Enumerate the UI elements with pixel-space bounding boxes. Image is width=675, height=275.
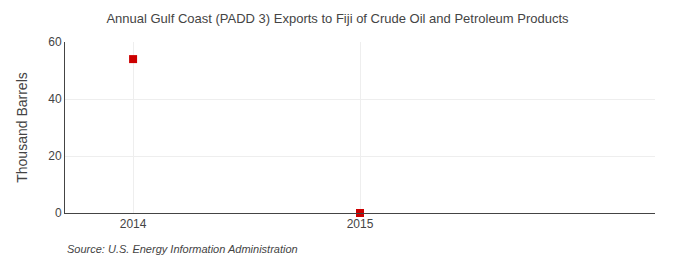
svg-text:2015: 2015 xyxy=(347,217,374,231)
svg-text:60: 60 xyxy=(48,35,62,49)
svg-text:Thousand Barrels: Thousand Barrels xyxy=(14,72,30,183)
svg-text:Annual Gulf Coast (PADD 3) Exp: Annual Gulf Coast (PADD 3) Exports to Fi… xyxy=(106,11,569,26)
svg-text:0: 0 xyxy=(55,206,62,220)
svg-text:20: 20 xyxy=(48,149,62,163)
svg-text:2014: 2014 xyxy=(120,217,147,231)
svg-text:Source: U.S. Energy Informatio: Source: U.S. Energy Information Administ… xyxy=(67,243,298,255)
svg-text:40: 40 xyxy=(48,92,62,106)
